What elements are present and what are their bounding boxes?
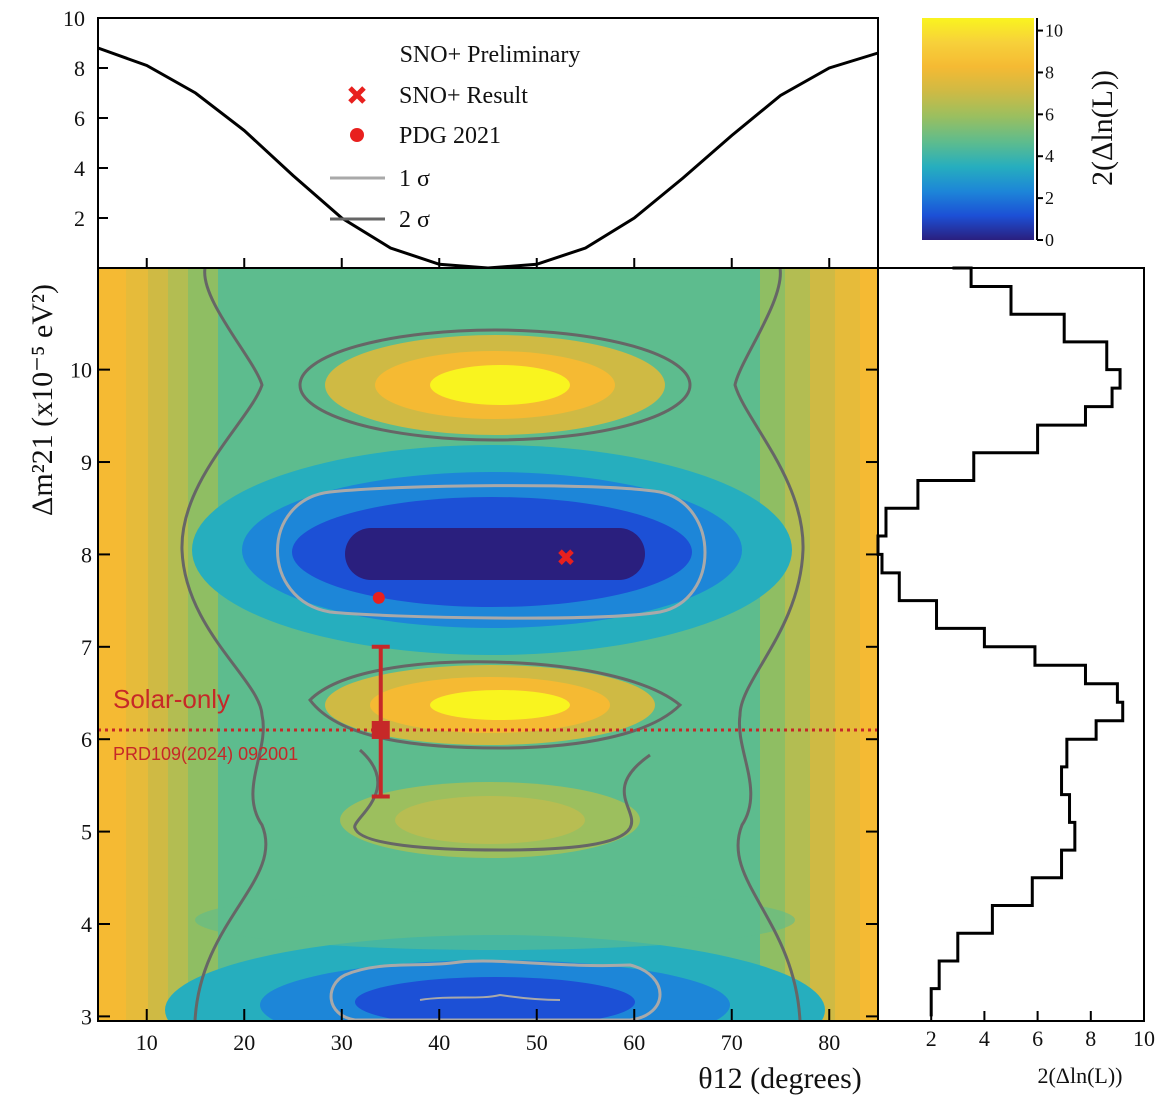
circle-marker-icon <box>350 128 364 142</box>
right-x-tick-label: 10 <box>1133 1026 1155 1051</box>
legend-item-2sigma: 2 σ <box>330 207 430 233</box>
legend-label-sno-result: SNO+ Result <box>399 83 528 109</box>
right-x-tick-label: 2 <box>926 1026 937 1051</box>
top-profile-y-ticks: 2 4 6 8 10 <box>63 6 108 231</box>
heatmap <box>98 268 878 1021</box>
legend-item-1sigma: 1 σ <box>330 166 430 192</box>
x-tick-label: 80 <box>818 1030 840 1055</box>
y-tick-label: 8 <box>81 542 92 567</box>
top-y-tick-label: 6 <box>74 106 85 131</box>
solar-only-label: Solar-only <box>113 684 230 714</box>
top-y-tick-label: 4 <box>74 156 85 181</box>
x-tick-label: 10 <box>136 1030 158 1055</box>
colorbar-gradient <box>922 18 1034 240</box>
legend-item-pdg: PDG 2021 <box>350 123 501 149</box>
right-profile-x-label: 2(Δln(L)) <box>1037 1063 1122 1088</box>
colorbar-tick-label: 4 <box>1045 146 1054 166</box>
right-profile-line <box>876 266 1125 1017</box>
colorbar-tick-label: 6 <box>1045 104 1054 124</box>
right-x-tick-label: 4 <box>979 1026 990 1051</box>
top-y-tick-label: 2 <box>74 206 85 231</box>
y-tick-label: 7 <box>81 635 92 660</box>
colorbar-ticks: 0 2 4 6 8 10 <box>1037 21 1063 250</box>
sno-result-marker <box>558 549 574 565</box>
colorbar-tick-label: 8 <box>1045 62 1054 82</box>
colorbar-tick-label: 0 <box>1045 230 1054 250</box>
x-tick-label: 70 <box>721 1030 743 1055</box>
legend-label-2sigma: 2 σ <box>399 207 430 233</box>
y-tick-label: 6 <box>81 727 92 752</box>
y-tick-label: 5 <box>81 820 92 845</box>
legend-label-pdg: PDG 2021 <box>399 123 501 149</box>
right-profile-x-ticks: 2 4 6 8 10 <box>926 1011 1155 1051</box>
y-tick-label: 4 <box>81 912 92 937</box>
pdg-marker <box>372 591 385 604</box>
y-tick-label: 10 <box>70 358 92 383</box>
top-y-tick-label: 8 <box>74 56 85 81</box>
x-tick-label: 50 <box>526 1030 548 1055</box>
legend-title: SNO+ Preliminary <box>400 42 581 68</box>
solar-only-marker <box>371 720 390 739</box>
main-panel: Solar-only PRD109(2024) 092001 10 20 30 40 5… <box>26 258 879 1095</box>
x-marker-icon <box>348 86 366 104</box>
top-y-tick-label: 10 <box>63 6 85 31</box>
legend-item-sno-result: SNO+ Result <box>348 83 528 109</box>
x-axis-title: θ12 (degrees) <box>698 1062 861 1095</box>
main-markers <box>372 549 574 604</box>
y-tick-label: 9 <box>81 450 92 475</box>
y-tick-label: 3 <box>81 1004 92 1029</box>
main-x-ticks: 10 20 30 40 50 60 70 80 <box>136 258 840 1055</box>
main-y-ticks: 3 4 5 6 7 8 9 10 <box>70 358 878 1029</box>
colorbar: 0 2 4 6 8 10 2(Δln(L)) <box>922 18 1119 250</box>
x-tick-label: 60 <box>623 1030 645 1055</box>
solar-only-reference: PRD109(2024) 092001 <box>113 744 298 764</box>
colorbar-label: 2(Δln(L)) <box>1086 70 1119 186</box>
colorbar-tick-label: 10 <box>1045 21 1063 41</box>
legend: SNO+ Preliminary SNO+ Result PDG 2021 1 … <box>330 42 580 233</box>
solar-only-error-bar <box>371 644 390 799</box>
colorbar-tick-label: 2 <box>1045 188 1054 208</box>
right-x-tick-label: 8 <box>1085 1026 1096 1051</box>
x-tick-label: 20 <box>233 1030 255 1055</box>
sno-result-marker-stroke <box>558 549 574 565</box>
legend-label-1sigma: 1 σ <box>399 166 430 192</box>
x-tick-label: 30 <box>331 1030 353 1055</box>
right-profile-panel: 2 4 6 8 10 2(Δln(L)) <box>876 266 1155 1088</box>
right-x-tick-label: 6 <box>1032 1026 1043 1051</box>
y-axis-title: Δm²21 (x10⁻⁵ eV²) <box>26 284 59 516</box>
x-tick-label: 40 <box>428 1030 450 1055</box>
